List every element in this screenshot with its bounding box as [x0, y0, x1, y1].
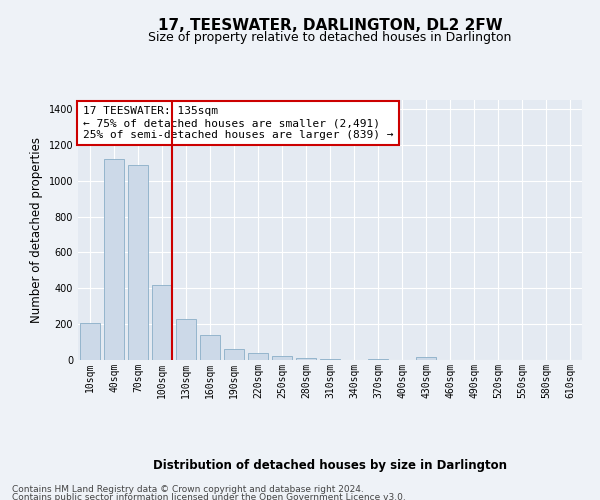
- Y-axis label: Number of detached properties: Number of detached properties: [30, 137, 43, 323]
- Text: Contains public sector information licensed under the Open Government Licence v3: Contains public sector information licen…: [12, 492, 406, 500]
- Bar: [248, 353, 268, 360]
- Text: Distribution of detached houses by size in Darlington: Distribution of detached houses by size …: [153, 460, 507, 472]
- Bar: [128, 164, 148, 360]
- Bar: [296, 358, 316, 360]
- Bar: [368, 358, 388, 360]
- Bar: [200, 335, 220, 360]
- Bar: [272, 356, 292, 360]
- Bar: [176, 319, 196, 360]
- Bar: [224, 349, 244, 360]
- Text: Size of property relative to detached houses in Darlington: Size of property relative to detached ho…: [148, 31, 512, 44]
- Bar: [80, 323, 100, 360]
- Bar: [320, 358, 340, 360]
- Bar: [104, 159, 124, 360]
- Text: 17, TEESWATER, DARLINGTON, DL2 2FW: 17, TEESWATER, DARLINGTON, DL2 2FW: [158, 18, 502, 32]
- Text: Contains HM Land Registry data © Crown copyright and database right 2024.: Contains HM Land Registry data © Crown c…: [12, 485, 364, 494]
- Bar: [152, 284, 172, 360]
- Bar: [416, 357, 436, 360]
- Text: 17 TEESWATER: 135sqm
← 75% of detached houses are smaller (2,491)
25% of semi-de: 17 TEESWATER: 135sqm ← 75% of detached h…: [83, 106, 394, 140]
